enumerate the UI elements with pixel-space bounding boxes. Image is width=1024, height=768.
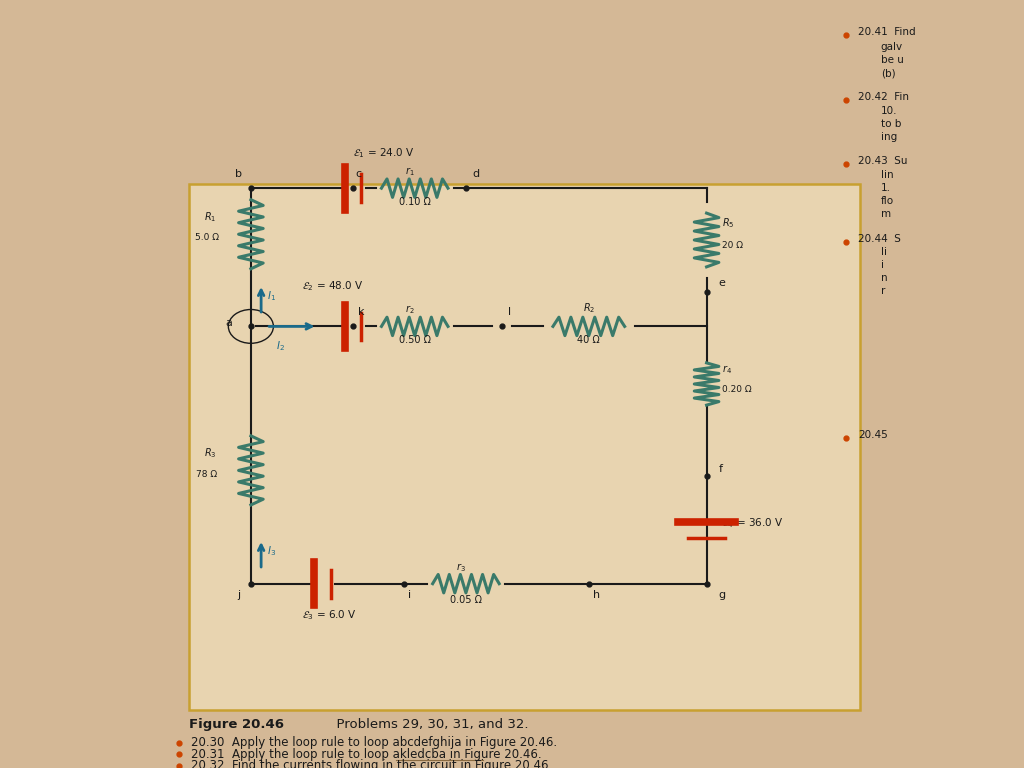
Text: r: r [881, 286, 885, 296]
Text: 0.20 Ω: 0.20 Ω [722, 385, 752, 394]
Text: to b: to b [881, 119, 901, 129]
Text: a: a [225, 319, 231, 329]
Text: $R_5$: $R_5$ [722, 216, 734, 230]
Text: g: g [719, 590, 726, 600]
Text: $\mathcal{E}_4$ = 36.0 V: $\mathcal{E}_4$ = 36.0 V [722, 516, 783, 530]
Text: li: li [881, 247, 887, 257]
Text: ing: ing [881, 132, 897, 142]
Text: $R_1$: $R_1$ [204, 210, 216, 224]
Text: $R_3$: $R_3$ [204, 446, 216, 460]
Text: 78 Ω: 78 Ω [197, 469, 217, 478]
Text: 1.: 1. [881, 184, 891, 194]
Text: $r_2$: $r_2$ [404, 303, 415, 316]
Text: i: i [881, 260, 884, 270]
Text: Figure 20.46: Figure 20.46 [189, 718, 285, 731]
Text: 20.42  Fin: 20.42 Fin [858, 92, 909, 102]
Text: m: m [881, 210, 891, 220]
Text: be u: be u [881, 55, 903, 65]
Text: $I_1$: $I_1$ [267, 290, 276, 303]
Text: 20.45: 20.45 [858, 430, 888, 440]
Text: $\mathcal{E}_3$ = 6.0 V: $\mathcal{E}_3$ = 6.0 V [302, 608, 357, 622]
Text: 0.05 Ω: 0.05 Ω [450, 595, 482, 605]
Text: d: d [473, 169, 479, 179]
Text: $\mathcal{E}_2$ = 48.0 V: $\mathcal{E}_2$ = 48.0 V [302, 280, 364, 293]
Text: 20.32  Find the currents flowing in the circuit in Figure 20.46.: 20.32 Find the currents flowing in the c… [191, 760, 553, 768]
Text: i: i [408, 590, 412, 600]
Text: k: k [358, 307, 365, 317]
Text: l: l [508, 307, 512, 317]
Text: h: h [594, 590, 600, 600]
Text: lin: lin [881, 170, 893, 180]
Text: $I_3$: $I_3$ [267, 545, 276, 558]
Text: $r_3$: $r_3$ [456, 561, 466, 574]
Text: flo: flo [881, 197, 894, 207]
Text: 20.44  S: 20.44 S [858, 234, 901, 244]
Text: galv: galv [881, 42, 903, 52]
Text: j: j [237, 590, 241, 600]
Text: b: b [236, 169, 242, 179]
Text: 20.43  Su: 20.43 Su [858, 157, 907, 167]
Text: 20.30  Apply the loop rule to loop abcdefghija in Figure 20.46.: 20.30 Apply the loop rule to loop abcdef… [191, 737, 558, 749]
FancyBboxPatch shape [189, 184, 860, 710]
Text: 40 Ω: 40 Ω [578, 336, 600, 346]
Text: 20 Ω: 20 Ω [722, 240, 743, 250]
Text: e: e [719, 278, 726, 288]
Text: 0.50 Ω: 0.50 Ω [398, 336, 431, 346]
Text: n: n [881, 273, 887, 283]
Text: f: f [719, 465, 723, 475]
Text: 0.10 Ω: 0.10 Ω [398, 197, 431, 207]
Text: $\mathcal{E}_1$ = 24.0 V: $\mathcal{E}_1$ = 24.0 V [353, 146, 415, 160]
Text: 5.0 Ω: 5.0 Ω [195, 233, 219, 243]
Text: 20.41  Find: 20.41 Find [858, 27, 915, 37]
Text: Problems 29, 30, 31, and 32.: Problems 29, 30, 31, and 32. [328, 718, 528, 731]
Text: c: c [355, 169, 361, 179]
Text: $R_2$: $R_2$ [583, 301, 595, 315]
Text: $I_2$: $I_2$ [276, 339, 286, 353]
Text: $r_4$: $r_4$ [722, 363, 732, 376]
Text: $r_1$: $r_1$ [404, 165, 415, 178]
Text: 20.31  Apply the loop rule to loop akledcba in Figure 20.46.: 20.31 Apply the loop rule to loop akledc… [191, 748, 542, 760]
Text: 10.: 10. [881, 106, 897, 116]
Text: (b): (b) [881, 69, 895, 79]
